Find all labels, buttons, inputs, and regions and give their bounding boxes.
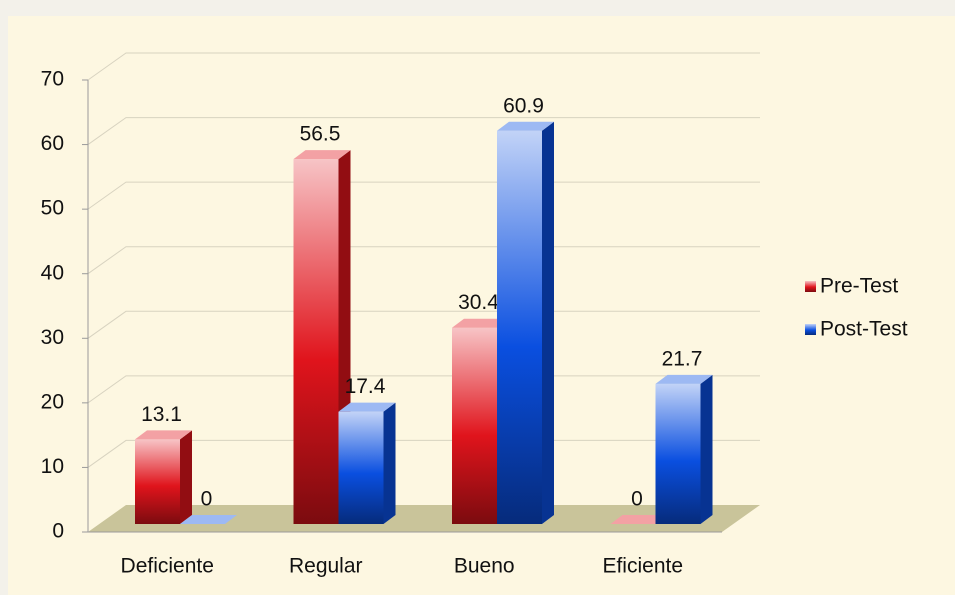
grid-line — [87, 52, 760, 81]
value-label: 60.9 — [503, 94, 544, 117]
legend-label: Post-Test — [820, 318, 908, 341]
x-tick-label: Bueno — [454, 555, 515, 578]
bar-side — [542, 121, 554, 524]
x-tick-label: Regular — [289, 555, 363, 578]
x-tick-label: Eficiente — [602, 555, 683, 578]
value-label: 30.4 — [458, 291, 499, 314]
bar-top — [338, 402, 396, 412]
value-label: 13.1 — [141, 403, 182, 426]
bar — [655, 383, 701, 524]
y-tick-label: 60 — [41, 132, 64, 155]
bar-top — [610, 515, 668, 524]
y-tick-label: 20 — [41, 390, 64, 413]
value-label: 0 — [631, 488, 643, 511]
y-tick-label: 40 — [41, 261, 64, 284]
y-tick-label: 50 — [41, 197, 64, 220]
legend-swatch — [805, 324, 816, 335]
bar-top — [293, 150, 351, 160]
bar — [497, 130, 542, 524]
y-tick-label: 70 — [41, 68, 64, 91]
bar — [338, 411, 384, 524]
floor — [88, 505, 760, 532]
value-label: 21.7 — [662, 347, 703, 370]
bar-top — [135, 430, 192, 440]
bar-top — [180, 515, 237, 524]
x-tick-label: Deficiente — [121, 555, 214, 578]
bar-side — [180, 430, 192, 524]
bar-side — [700, 374, 713, 524]
y-tick-label: 30 — [41, 326, 64, 349]
value-label: 56.5 — [300, 123, 341, 146]
bar — [452, 327, 497, 524]
bar-top — [655, 374, 713, 384]
legend-swatch — [805, 281, 816, 292]
bar-side — [383, 402, 396, 524]
bar — [293, 159, 339, 524]
value-label: 17.4 — [345, 375, 386, 398]
bar-top — [497, 121, 554, 131]
y-tick-label: 10 — [41, 455, 64, 478]
bar — [135, 439, 180, 524]
bar-top — [452, 318, 509, 328]
legend-label: Pre-Test — [820, 275, 898, 298]
y-tick-label: 0 — [52, 520, 64, 543]
grid-line — [87, 117, 760, 145]
value-label: 0 — [201, 488, 213, 511]
